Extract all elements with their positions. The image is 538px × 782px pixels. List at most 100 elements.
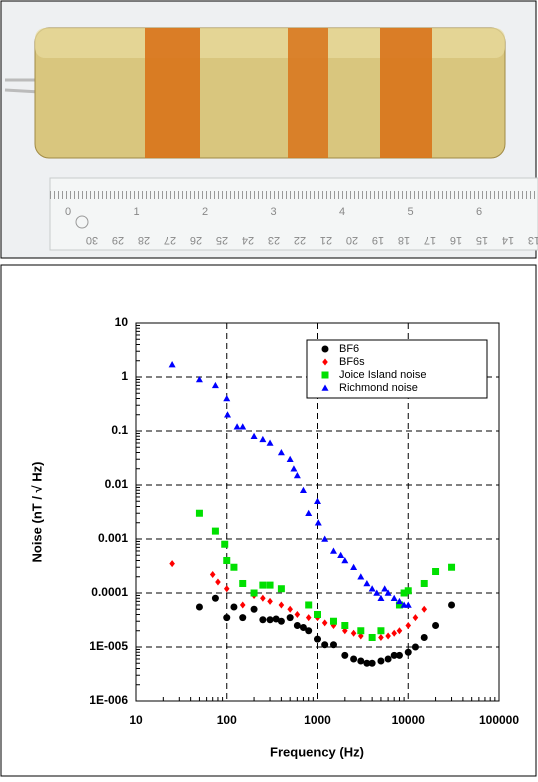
legend-label: Richmond noise — [339, 382, 418, 394]
ruler-label: 17 — [424, 234, 436, 246]
ruler-label: 20 — [346, 234, 358, 246]
data-point — [299, 623, 307, 631]
data-point — [390, 594, 398, 602]
data-point — [299, 486, 307, 494]
y-axis-title: Noise (nT / √ Hz) — [29, 461, 44, 562]
y-tick-label: 0.1 — [111, 423, 128, 437]
y-tick-label: 0.01 — [105, 477, 129, 491]
x-axis-title: Frequency (Hz) — [270, 744, 364, 759]
legend-marker — [321, 345, 329, 353]
data-point — [337, 551, 345, 559]
data-point — [368, 585, 376, 592]
data-point — [305, 627, 313, 635]
data-point — [357, 573, 365, 580]
data-point — [314, 610, 321, 618]
y-tick-label: 1 — [121, 369, 128, 383]
data-point — [373, 589, 381, 596]
data-point — [404, 601, 412, 608]
band — [288, 28, 328, 158]
data-point — [395, 597, 403, 605]
data-point — [385, 632, 391, 640]
data-point — [266, 581, 274, 589]
legend-label: Joice Island noise — [339, 369, 426, 381]
data-point — [195, 603, 203, 611]
data-point — [272, 615, 280, 623]
data-point — [341, 622, 349, 630]
data-point — [350, 655, 358, 663]
data-point — [405, 622, 412, 630]
data-point — [293, 471, 301, 479]
data-point — [290, 465, 298, 472]
data-point — [396, 627, 403, 635]
data-point — [259, 616, 267, 624]
data-point — [169, 560, 175, 568]
data-point — [221, 540, 229, 548]
y-tick-label: 1E-005 — [89, 639, 128, 653]
ruler-label: 28 — [138, 234, 150, 246]
x-tick-label: 10 — [129, 713, 143, 727]
data-point — [321, 641, 329, 649]
data-point — [377, 594, 385, 602]
data-point — [329, 617, 337, 625]
data-point — [404, 648, 412, 656]
ruler-label: 27 — [164, 234, 176, 246]
photo — [0, 0, 538, 259]
data-point — [287, 605, 293, 613]
data-point — [377, 657, 385, 665]
data-point — [390, 651, 398, 659]
data-point — [420, 579, 428, 587]
data-point — [305, 509, 313, 517]
x-tick-label: 100000 — [479, 713, 519, 727]
data-point — [239, 601, 246, 609]
data-point — [329, 641, 337, 649]
data-point — [368, 659, 376, 667]
ruler-label: 26 — [190, 234, 202, 246]
ruler-label: 0 — [65, 206, 71, 218]
data-point — [420, 633, 428, 641]
data-point — [293, 622, 301, 630]
x-tick-label: 1000 — [304, 713, 331, 727]
data-point — [314, 519, 322, 526]
highlight — [35, 28, 505, 58]
data-point — [294, 610, 301, 618]
y-tick-label: 0.001 — [98, 531, 128, 545]
data-point — [378, 633, 384, 641]
ruler-label: 13 — [528, 234, 538, 246]
data-point — [230, 603, 238, 611]
ruler-label: 5 — [407, 206, 413, 218]
data-point — [223, 614, 231, 622]
data-point — [239, 423, 247, 430]
data-point — [286, 455, 294, 463]
ruler-label: 15 — [476, 234, 488, 246]
data-point — [411, 643, 419, 651]
data-point — [223, 556, 231, 564]
data-point — [230, 563, 238, 571]
ruler-label: 21 — [320, 234, 332, 246]
data-point — [448, 563, 456, 571]
data-point — [384, 655, 392, 663]
data-point — [223, 394, 231, 402]
data-point — [341, 651, 349, 659]
data-point — [432, 622, 440, 630]
y-tick-label: 10 — [115, 315, 129, 329]
y-tick-label: 1E-006 — [89, 693, 128, 707]
data-point — [215, 578, 221, 586]
data-point — [350, 629, 357, 637]
data-point — [195, 509, 203, 517]
data-point — [357, 657, 365, 665]
data-point — [305, 601, 313, 609]
data-point — [305, 614, 312, 622]
data-point — [377, 627, 385, 635]
data-point — [260, 594, 266, 602]
data-point — [277, 585, 285, 593]
data-point — [239, 579, 247, 587]
data-point — [321, 535, 329, 542]
ruler-label: 6 — [476, 206, 482, 218]
data-point — [384, 589, 392, 596]
data-point — [250, 589, 258, 597]
data-point — [277, 448, 285, 456]
data-point — [211, 527, 219, 535]
ruler-label: 3 — [270, 206, 276, 218]
